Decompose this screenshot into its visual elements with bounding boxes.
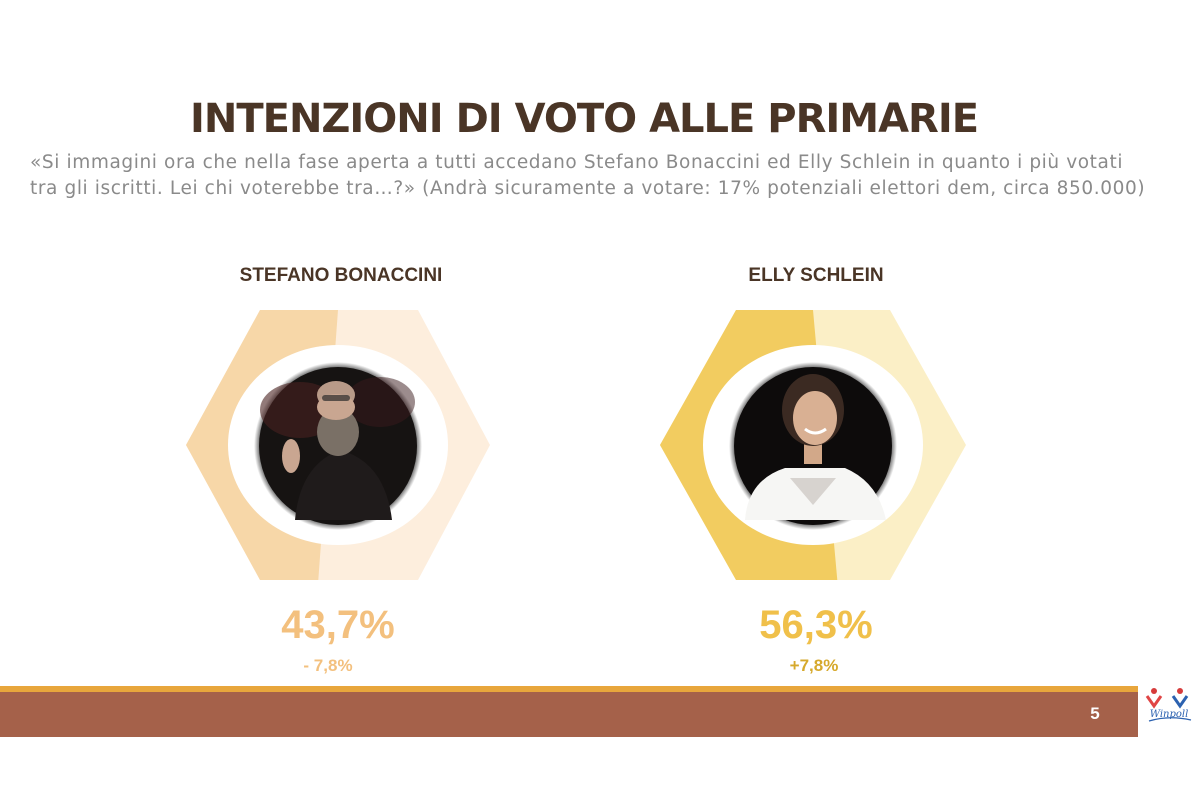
donut-bonaccini (186, 310, 490, 580)
photo-bonaccini (254, 362, 422, 530)
survey-question: «Si immagini ora che nella fase aperta a… (30, 152, 1146, 199)
logo-text: Winpoll (1150, 709, 1189, 720)
page-number: 5 (1090, 704, 1100, 723)
donut-schlein (660, 310, 966, 580)
footer-accent-line (0, 686, 1138, 692)
candidate-name-schlein: ELLY SCHLEIN (748, 265, 884, 286)
winpoll-logo: Winpoll (1145, 688, 1192, 722)
delta-label-schlein: +7,8% (789, 656, 839, 675)
footer-bar (0, 692, 1138, 737)
value-label-schlein: 56,3% (759, 603, 873, 647)
value-label-bonaccini: 43,7% (281, 603, 395, 647)
candidate-name-bonaccini: STEFANO BONACCINI (239, 265, 443, 286)
photo-schlein (729, 362, 897, 530)
delta-label-bonaccini: - 7,8% (303, 656, 353, 675)
page-title: INTENZIONI DI VOTO ALLE PRIMARIE (189, 96, 979, 142)
